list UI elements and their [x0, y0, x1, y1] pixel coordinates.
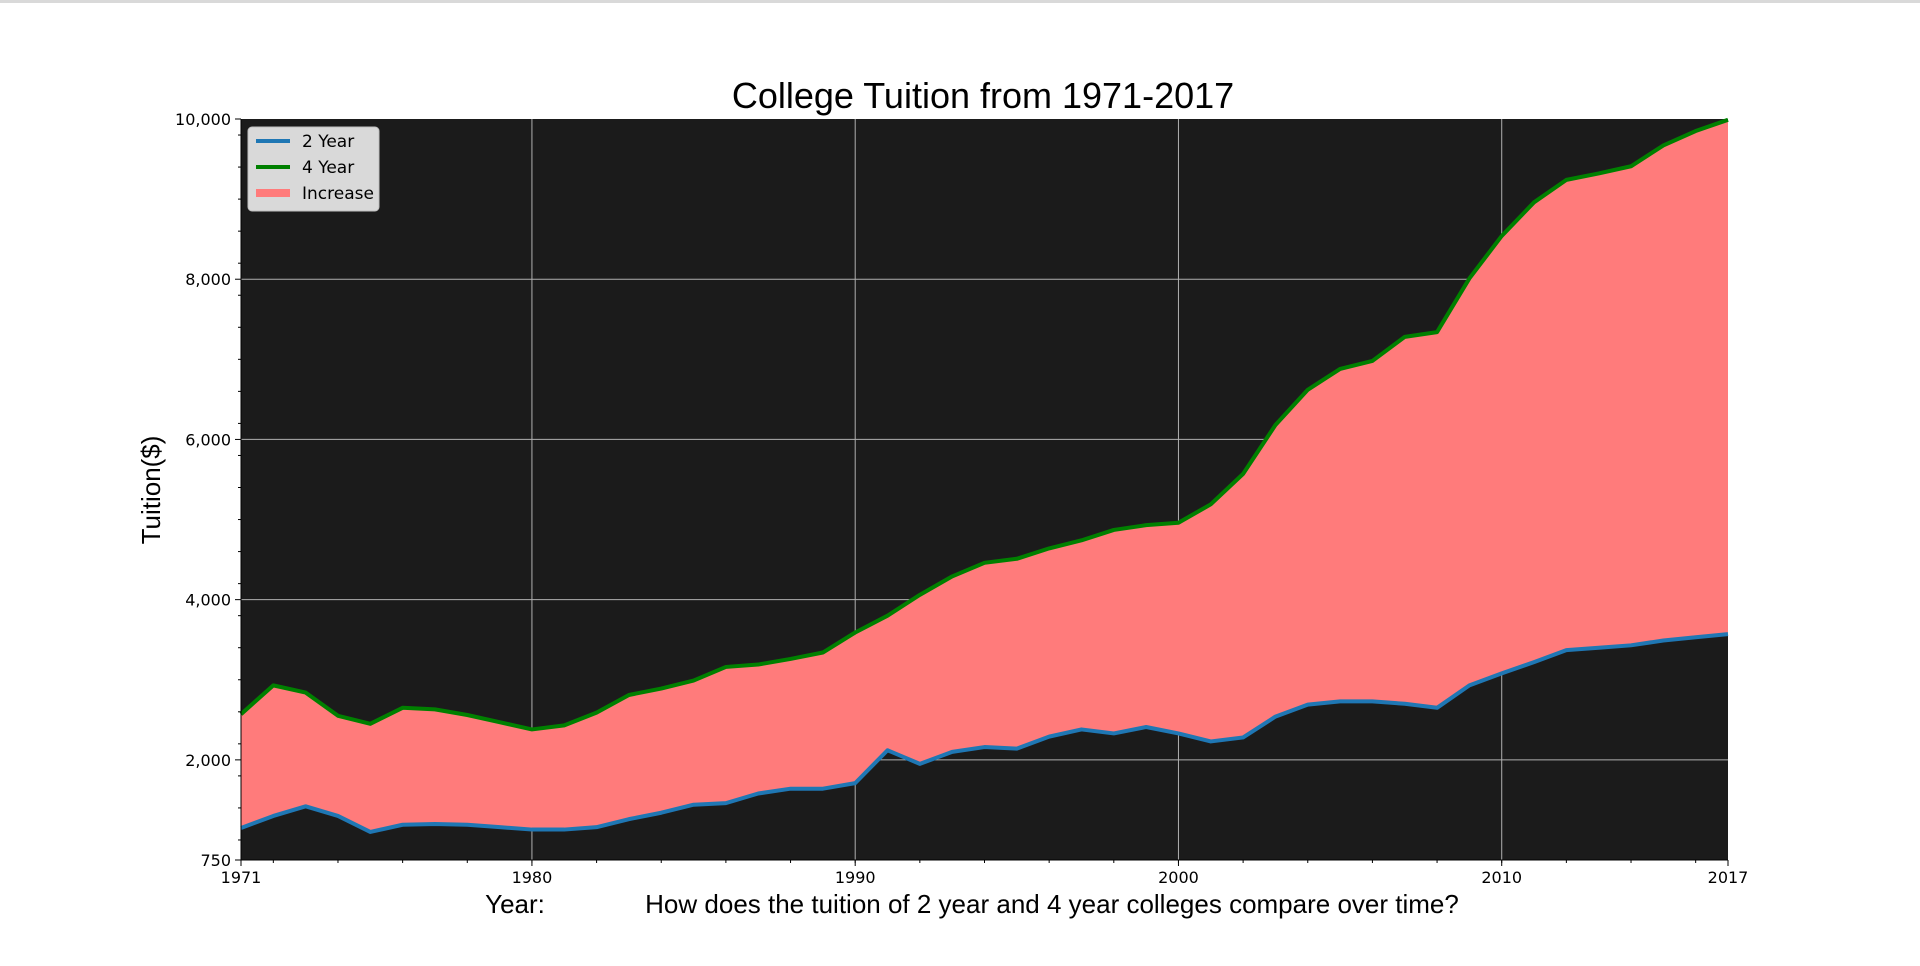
- top-border: [0, 0, 1920, 3]
- legend-label-increase: Increase: [302, 184, 374, 204]
- x-tick-label: 2010: [1481, 868, 1522, 887]
- x-axis-label: Year:: [485, 889, 545, 919]
- legend-label-4-year: 4 Year: [302, 158, 354, 178]
- y-tick-label: 10,000: [175, 110, 231, 129]
- x-tick-label: 1990: [835, 868, 876, 887]
- axis-ticks: 1971 1980 1990 2000 2010 2017 750 2,000 4,000 6,0…: [175, 110, 1748, 887]
- y-tick-label: 2,000: [185, 751, 231, 770]
- x-tick-label: 2017: [1708, 868, 1749, 887]
- y-tick-label: 4,000: [185, 591, 231, 610]
- legend-label-2-year: 2 Year: [302, 132, 354, 152]
- increase-area: [241, 119, 1728, 832]
- chart-title: College Tuition from 1971-2017: [732, 75, 1234, 116]
- x-tick-label: 2000: [1158, 868, 1199, 887]
- y-tick-label: 750: [200, 851, 231, 870]
- y-axis-label: Tuition($): [136, 436, 166, 545]
- series-2-year-line: [240, 632, 1729, 834]
- series-4-year-line: [239, 117, 1729, 732]
- x-axis-question: How does the tuition of 2 year and 4 yea…: [645, 889, 1459, 919]
- legend: 2 Year 4 Year Increase: [247, 126, 380, 212]
- y-tick-label: 6,000: [185, 430, 231, 449]
- legend-swatch-increase: [256, 189, 290, 197]
- y-tick-label: 8,000: [185, 270, 231, 289]
- x-tick-label: 1971: [221, 868, 262, 887]
- x-tick-label: 1980: [512, 868, 553, 887]
